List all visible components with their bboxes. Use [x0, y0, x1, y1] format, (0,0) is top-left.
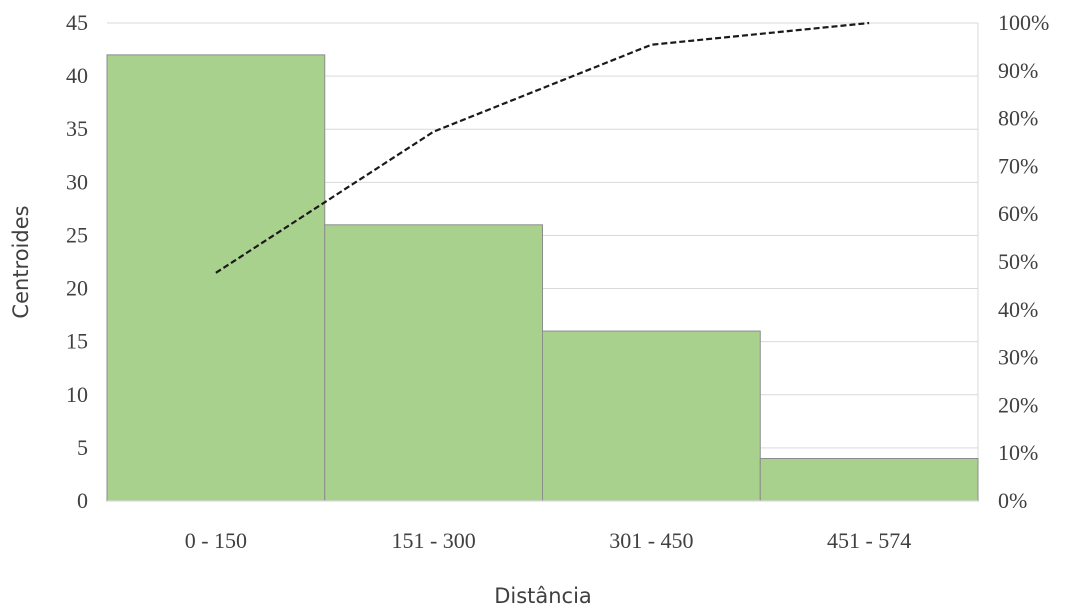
y2-tick-label: 50% — [998, 249, 1038, 274]
y2-tick-label: 100% — [998, 10, 1049, 35]
bar — [542, 330, 761, 502]
y2-tick-label: 80% — [998, 106, 1038, 131]
x-tick-label: 151 - 300 — [391, 528, 475, 553]
y-tick-label: 25 — [66, 222, 88, 247]
y-tick-label: 35 — [66, 116, 88, 141]
cumulative-line — [215, 21, 870, 274]
y-tick-label: 10 — [66, 382, 88, 407]
y-tick-label: 0 — [77, 488, 88, 513]
y2-tick-label: 30% — [998, 345, 1038, 370]
y2-tick-label: 20% — [998, 392, 1038, 417]
y2-tick-label: 40% — [998, 297, 1038, 322]
cumulative-line-group — [215, 21, 870, 274]
bars — [106, 54, 979, 502]
y2-tick-label: 0% — [998, 488, 1027, 513]
x-tick-label: 301 - 450 — [609, 528, 693, 553]
x-tick-label: 451 - 574 — [827, 528, 911, 553]
bar — [106, 54, 326, 502]
y-tick-label: 20 — [66, 276, 88, 301]
x-axis-title: Distância — [494, 584, 592, 607]
y2-tick-label: 70% — [998, 153, 1038, 178]
y-tick-label: 15 — [66, 329, 88, 354]
y2-tick-label: 10% — [998, 440, 1038, 465]
y2-tick-label: 60% — [998, 201, 1038, 226]
x-tick-label: 0 - 150 — [185, 528, 247, 553]
y2-tick-label: 90% — [998, 58, 1038, 83]
axes: 0 5 10 15 20 25 30 35 40 45 0% 10% 20% 30% 40% 50% 60% 70… — [66, 10, 1049, 553]
y-tick-label: 30 — [66, 169, 88, 194]
bar — [324, 224, 543, 502]
y-tick-label: 5 — [77, 435, 88, 460]
bar — [759, 458, 979, 502]
y-tick-label: 45 — [66, 10, 88, 35]
y-tick-label: 40 — [66, 63, 88, 88]
y-axis-title: Centroides — [9, 205, 33, 318]
